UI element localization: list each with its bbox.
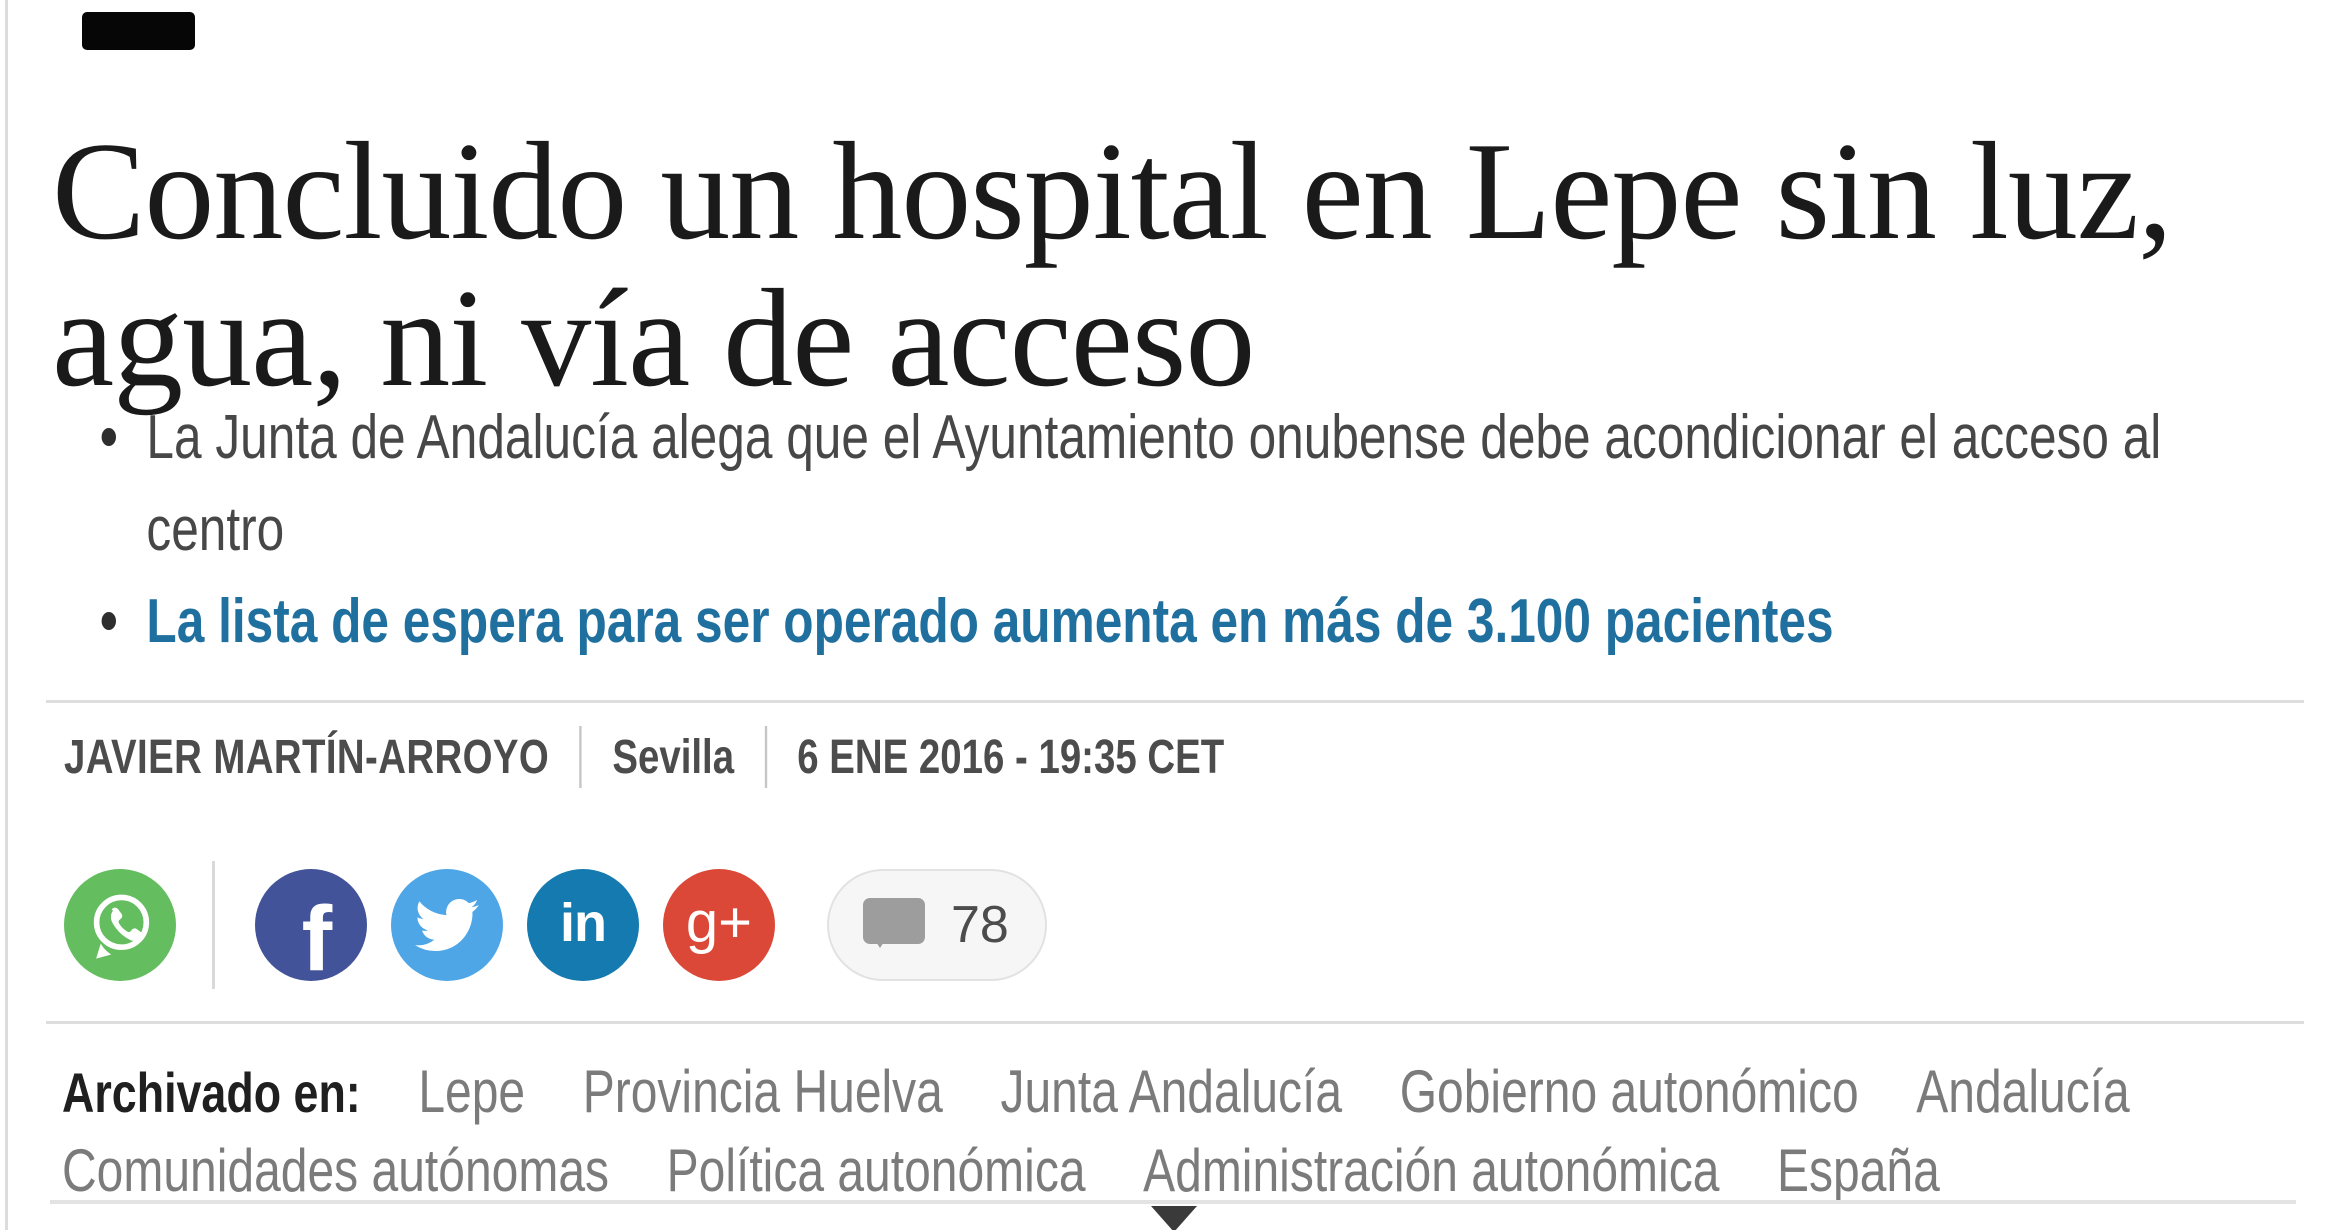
scroll-down-arrow-icon[interactable] <box>1151 1206 1197 1230</box>
share-separator <box>212 861 215 989</box>
comments-count: 78 <box>951 896 1009 954</box>
summary-link-text[interactable]: La lista de espera para ser operado aume… <box>146 587 1834 656</box>
linkedin-icon: in <box>560 893 607 953</box>
bottom-divider-line <box>50 1200 2296 1204</box>
archive-tags: Archivado en: Lepe Provincia Huelva Junt… <box>62 1053 2310 1210</box>
tag-link[interactable]: Administración autonómica <box>1143 1137 1720 1204</box>
byline-separator <box>764 726 767 788</box>
facebook-icon: f <box>301 888 333 981</box>
twitter-share-button[interactable] <box>391 869 503 981</box>
byline-separator <box>579 726 582 788</box>
twitter-icon <box>415 898 479 951</box>
tag-link[interactable]: Comunidades autónomas <box>62 1137 610 1204</box>
google-plus-icon: g+ <box>685 890 753 955</box>
tag-link[interactable]: España <box>1777 1137 1940 1204</box>
comment-bubble-icon <box>863 898 925 948</box>
summary-bullet-plain: La Junta de Andalucía alega que el Ayunt… <box>100 392 2276 576</box>
archive-label: Archivado en: <box>62 1061 361 1124</box>
tag-link[interactable]: Junta Andalucía <box>1000 1058 1343 1125</box>
tag-link[interactable]: Lepe <box>418 1058 526 1125</box>
whatsapp-share-button[interactable] <box>64 869 176 981</box>
whatsapp-icon <box>93 894 150 959</box>
tag-link[interactable]: Andalucía <box>1916 1058 2130 1125</box>
article-summary-list: La Junta de Andalucía alega que el Ayunt… <box>100 392 2276 668</box>
bullet-dot <box>101 428 116 446</box>
linkedin-share-button[interactable]: in <box>527 869 639 981</box>
bullet-dot <box>101 612 116 630</box>
tag-link[interactable]: Gobierno autonómico <box>1399 1058 1859 1125</box>
byline-divider-line <box>46 700 2304 703</box>
author-name[interactable]: JAVIER MARTÍN-ARROYO <box>64 730 550 784</box>
summary-bullet-link[interactable]: La lista de espera para ser operado aume… <box>100 576 2276 668</box>
google-plus-share-button[interactable]: g+ <box>663 869 775 981</box>
tags-divider-line <box>46 1021 2304 1024</box>
article-headline: Concluido un hospital en Lepe sin luz, a… <box>52 113 2173 416</box>
byline-date: 6 ENE 2016 - 19:35 CET <box>797 730 1225 784</box>
byline: JAVIER MARTÍN-ARROYO Sevilla 6 ENE 2016 … <box>64 722 1224 792</box>
share-toolbar: f in g+ 78 <box>64 861 1047 989</box>
tag-link[interactable]: Provincia Huelva <box>582 1058 943 1125</box>
facebook-share-button[interactable]: f <box>255 869 367 981</box>
byline-location: Sevilla <box>612 730 735 784</box>
tag-link[interactable]: Política autonómica <box>666 1137 1086 1204</box>
black-overlay-bar <box>82 12 195 50</box>
comments-button[interactable]: 78 <box>827 869 1047 981</box>
page-left-border <box>5 0 8 1230</box>
summary-text: La Junta de Andalucía alega que el Ayunt… <box>146 403 2162 564</box>
